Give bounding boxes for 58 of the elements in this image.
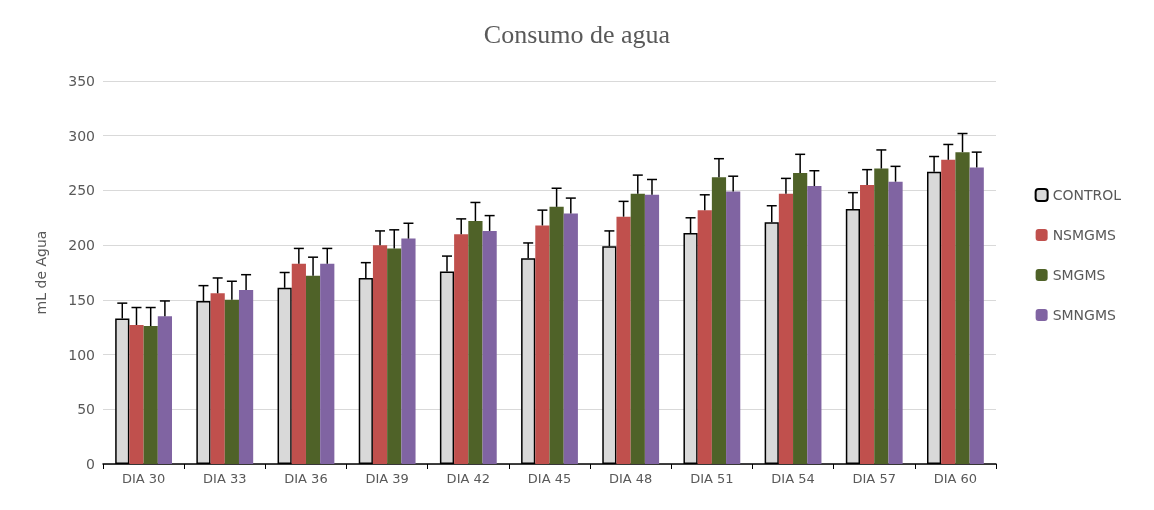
x-tick-label: DIA 51 xyxy=(690,471,734,486)
x-tick-label: DIA 30 xyxy=(121,471,166,486)
bar xyxy=(143,326,158,464)
x-tick-label: DIA 36 xyxy=(284,471,328,486)
legend-label: NSMGMS xyxy=(1052,227,1116,243)
bar xyxy=(955,152,970,464)
bar xyxy=(468,221,483,464)
legend-label: SMGMS xyxy=(1052,267,1106,283)
x-tick-label: DIA 42 xyxy=(446,471,491,486)
bar xyxy=(401,238,416,464)
bar xyxy=(535,225,550,464)
y-axis-title: mL de Agua xyxy=(33,230,49,315)
legend-label: CONTROL xyxy=(1052,187,1122,203)
bar xyxy=(860,184,875,464)
x-tick-label: DIA 57 xyxy=(852,471,896,486)
bar xyxy=(711,177,727,464)
bar xyxy=(630,193,645,464)
bar xyxy=(616,216,631,464)
y-tick-label: 150 xyxy=(68,291,95,308)
bar xyxy=(157,316,172,464)
bar xyxy=(726,191,741,464)
y-tick-label: 100 xyxy=(68,346,95,363)
bar xyxy=(793,172,808,464)
bar xyxy=(563,213,578,464)
bar xyxy=(454,234,469,464)
bar xyxy=(210,293,225,464)
x-tick-label: DIA 48 xyxy=(608,471,653,486)
bar xyxy=(969,167,984,464)
bar xyxy=(129,325,144,464)
x-tick-label: DIA 60 xyxy=(933,471,978,486)
bar xyxy=(372,245,388,464)
bar xyxy=(697,210,712,464)
x-tick-label: DIA 39 xyxy=(365,471,409,486)
y-tick-label: 350 xyxy=(68,73,95,89)
chart-title: Consumo de agua xyxy=(483,19,671,49)
bar xyxy=(549,206,564,464)
bar xyxy=(941,159,956,464)
bar xyxy=(778,193,794,464)
bar xyxy=(238,290,254,464)
y-tick-label: 0 xyxy=(86,456,95,472)
bar xyxy=(320,263,335,464)
bar xyxy=(644,194,660,464)
bar xyxy=(305,275,321,464)
bar xyxy=(807,186,822,464)
x-tick-label: DIA 33 xyxy=(203,471,247,486)
y-tick-label: 50 xyxy=(77,401,95,418)
bar xyxy=(482,230,497,464)
bar xyxy=(224,299,239,464)
bar xyxy=(387,248,402,464)
x-tick-label: DIA 54 xyxy=(771,471,815,486)
y-tick-label: 250 xyxy=(68,182,95,199)
bar xyxy=(888,181,903,464)
legend-label: SMNGMS xyxy=(1052,307,1116,323)
y-tick-label: 300 xyxy=(68,127,95,144)
bar xyxy=(874,168,889,464)
bar xyxy=(291,263,306,464)
x-tick-label: DIA 45 xyxy=(527,471,572,486)
y-tick-label: 200 xyxy=(68,237,95,254)
